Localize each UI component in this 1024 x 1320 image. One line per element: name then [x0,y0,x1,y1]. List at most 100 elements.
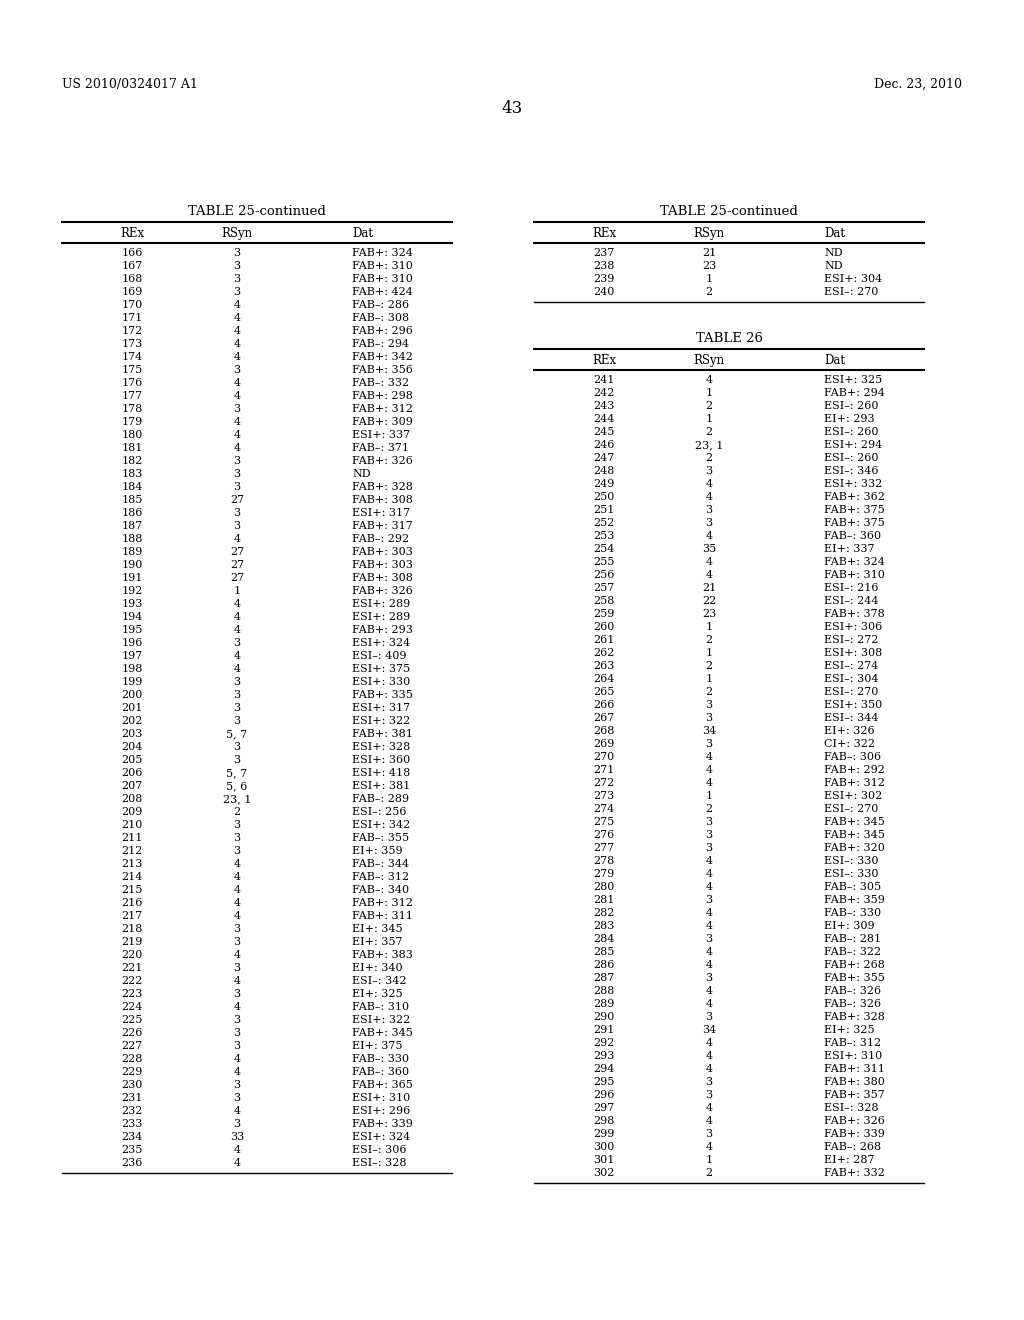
Text: 266: 266 [593,700,614,710]
Text: FAB+: 296: FAB+: 296 [352,326,413,337]
Text: 3: 3 [706,935,713,944]
Text: 227: 227 [122,1041,142,1051]
Text: ESI+: 324: ESI+: 324 [352,1133,411,1142]
Text: FAB+: 357: FAB+: 357 [824,1090,885,1100]
Text: 300: 300 [593,1142,614,1152]
Text: 257: 257 [593,583,614,593]
Text: FAB+: 310: FAB+: 310 [352,275,413,284]
Text: 296: 296 [593,1090,614,1100]
Text: 256: 256 [593,570,614,579]
Text: 278: 278 [593,855,614,866]
Text: 4: 4 [706,882,713,892]
Text: EI+: 325: EI+: 325 [352,989,402,999]
Text: FAB+: 328: FAB+: 328 [824,1012,885,1022]
Text: 3: 3 [233,820,241,830]
Text: 3: 3 [706,739,713,748]
Text: Dat: Dat [352,227,373,240]
Text: REx: REx [120,227,144,240]
Text: 199: 199 [121,677,142,686]
Text: FAB–: 312: FAB–: 312 [352,873,410,882]
Text: 270: 270 [593,752,614,762]
Text: ESI+: 337: ESI+: 337 [352,430,411,440]
Text: 204: 204 [121,742,142,752]
Text: 208: 208 [121,795,142,804]
Text: 237: 237 [593,248,614,257]
Text: 298: 298 [593,1115,614,1126]
Text: 3: 3 [233,508,241,517]
Text: ESI+: 332: ESI+: 332 [824,479,883,488]
Text: ESI+: 350: ESI+: 350 [824,700,883,710]
Text: 2: 2 [706,401,713,411]
Text: 206: 206 [121,768,142,777]
Text: 276: 276 [593,830,614,840]
Text: 262: 262 [593,648,614,657]
Text: 223: 223 [121,989,142,999]
Text: 235: 235 [121,1144,142,1155]
Text: 292: 292 [593,1038,614,1048]
Text: 295: 295 [593,1077,614,1086]
Text: ESI+: 304: ESI+: 304 [824,275,883,284]
Text: 4: 4 [233,1002,241,1012]
Text: FAB+: 292: FAB+: 292 [824,766,885,775]
Text: 200: 200 [121,690,142,700]
Text: 3: 3 [233,704,241,713]
Text: 33: 33 [229,1133,244,1142]
Text: 277: 277 [594,843,614,853]
Text: 232: 232 [121,1106,142,1115]
Text: 4: 4 [233,651,241,661]
Text: FAB+: 312: FAB+: 312 [824,777,885,788]
Text: ESI–: 260: ESI–: 260 [824,401,879,411]
Text: 4: 4 [233,624,241,635]
Text: 4: 4 [233,1067,241,1077]
Text: FAB–: 340: FAB–: 340 [352,884,410,895]
Text: ESI–: 304: ESI–: 304 [824,675,879,684]
Text: ESI+: 308: ESI+: 308 [824,648,883,657]
Text: ESI–: 274: ESI–: 274 [824,661,879,671]
Text: 284: 284 [593,935,614,944]
Text: 228: 228 [121,1053,142,1064]
Text: 3: 3 [233,937,241,946]
Text: EI+: 359: EI+: 359 [352,846,402,855]
Text: 4: 4 [233,1144,241,1155]
Text: 4: 4 [233,1158,241,1168]
Text: 3: 3 [233,482,241,492]
Text: 43: 43 [502,100,522,117]
Text: FAB–: 292: FAB–: 292 [352,535,410,544]
Text: 3: 3 [233,715,241,726]
Text: FAB+: 383: FAB+: 383 [352,950,413,960]
Text: FAB+: 317: FAB+: 317 [352,521,413,531]
Text: ESI–: 260: ESI–: 260 [824,453,879,463]
Text: TABLE 25-continued: TABLE 25-continued [188,205,326,218]
Text: 179: 179 [122,417,142,426]
Text: 244: 244 [593,414,614,424]
Text: 4: 4 [233,950,241,960]
Text: FAB–: 286: FAB–: 286 [352,300,410,310]
Text: 172: 172 [122,326,142,337]
Text: 287: 287 [593,973,614,983]
Text: FAB+: 332: FAB+: 332 [824,1168,885,1177]
Text: 4: 4 [233,873,241,882]
Text: 209: 209 [121,807,142,817]
Text: 260: 260 [593,622,614,632]
Text: 224: 224 [121,1002,142,1012]
Text: FAB–: 326: FAB–: 326 [824,999,881,1008]
Text: 4: 4 [233,884,241,895]
Text: 167: 167 [122,261,142,271]
Text: 216: 216 [121,898,142,908]
Text: FAB+: 345: FAB+: 345 [824,817,885,828]
Text: 267: 267 [593,713,614,723]
Text: 247: 247 [593,453,614,463]
Text: 21: 21 [701,583,716,593]
Text: FAB+: 345: FAB+: 345 [824,830,885,840]
Text: 3: 3 [233,677,241,686]
Text: FAB–: 330: FAB–: 330 [824,908,881,917]
Text: 4: 4 [233,391,241,401]
Text: 3: 3 [706,506,713,515]
Text: 207: 207 [122,781,142,791]
Text: 4: 4 [233,975,241,986]
Text: ESI–: 330: ESI–: 330 [824,855,879,866]
Text: CI+: 322: CI+: 322 [824,739,874,748]
Text: ESI–: 306: ESI–: 306 [352,1144,407,1155]
Text: 3: 3 [233,248,241,257]
Text: Dat: Dat [824,227,845,240]
